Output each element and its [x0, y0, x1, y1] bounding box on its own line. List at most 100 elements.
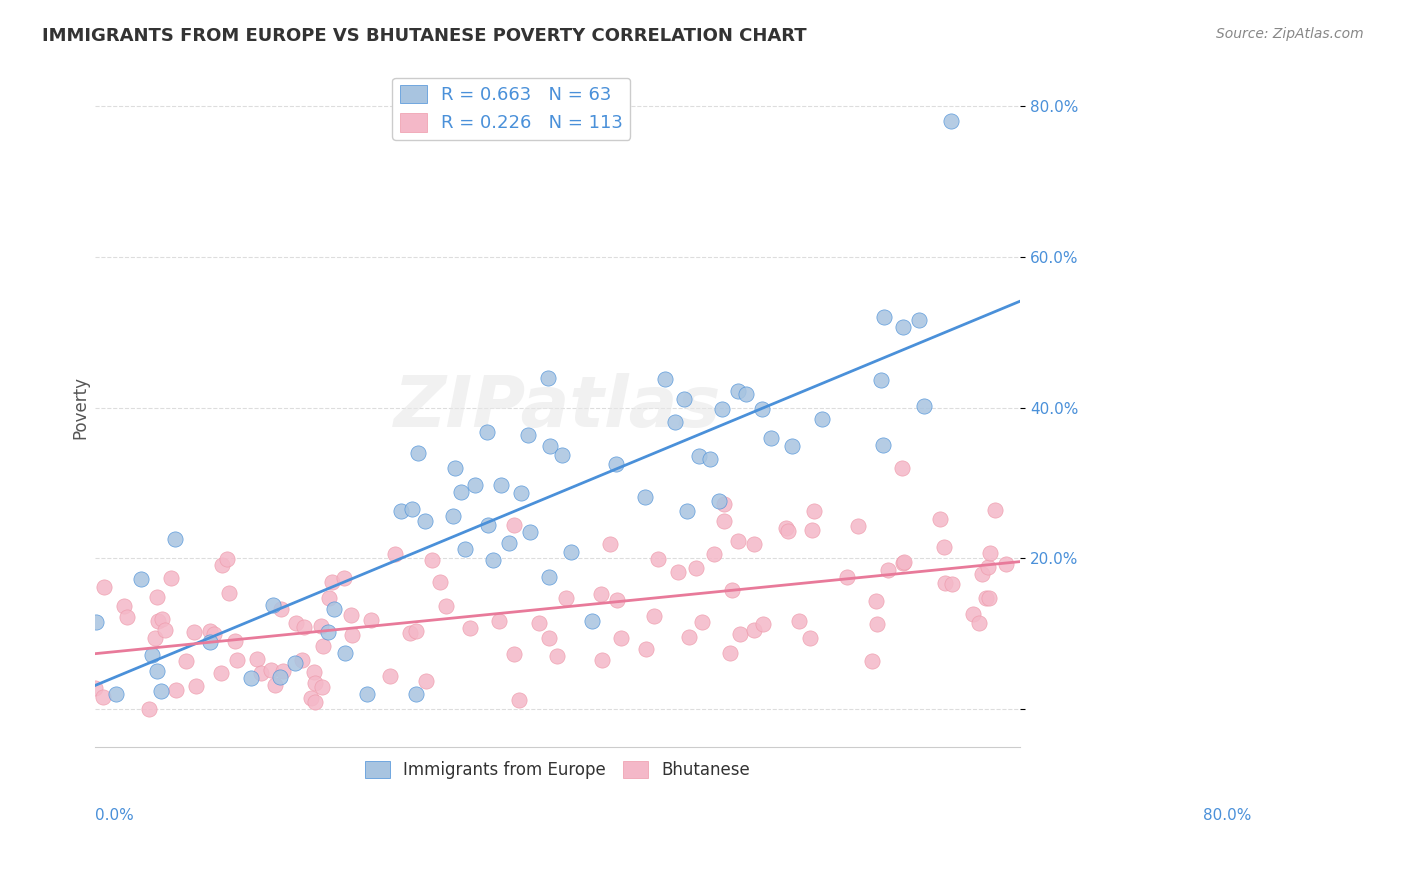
- Point: [707, 493, 730, 508]
- Point: [977, 560, 1000, 574]
- Point: [150, 684, 173, 698]
- Point: [503, 517, 526, 532]
- Point: [146, 614, 169, 628]
- Point: [751, 401, 773, 416]
- Point: [778, 524, 800, 539]
- Point: [721, 583, 744, 598]
- Point: [146, 590, 169, 604]
- Point: [891, 460, 914, 475]
- Point: [441, 508, 464, 523]
- Point: [775, 521, 797, 535]
- Point: [984, 503, 1007, 517]
- Point: [761, 431, 783, 445]
- Point: [105, 687, 128, 701]
- Point: [150, 612, 173, 626]
- Point: [846, 519, 869, 533]
- Point: [690, 615, 713, 630]
- Point: [309, 619, 332, 633]
- Text: ZIPatlas: ZIPatlas: [394, 373, 721, 442]
- Point: [389, 504, 412, 518]
- Point: [939, 114, 962, 128]
- Point: [477, 517, 499, 532]
- Point: [555, 591, 578, 605]
- Point: [728, 627, 751, 641]
- Point: [174, 654, 197, 668]
- Point: [866, 616, 889, 631]
- Point: [183, 624, 205, 639]
- Point: [634, 642, 657, 657]
- Point: [711, 402, 734, 417]
- Point: [83, 681, 105, 695]
- Point: [398, 626, 420, 640]
- Point: [340, 628, 363, 642]
- Point: [434, 599, 457, 613]
- Point: [872, 438, 894, 452]
- Point: [605, 457, 627, 471]
- Point: [967, 616, 990, 631]
- Point: [742, 536, 765, 550]
- Point: [589, 587, 612, 601]
- Point: [316, 625, 339, 640]
- Point: [870, 373, 893, 387]
- Point: [202, 627, 225, 641]
- Point: [312, 639, 335, 653]
- Point: [129, 573, 152, 587]
- Text: Source: ZipAtlas.com: Source: ZipAtlas.com: [1216, 27, 1364, 41]
- Point: [503, 647, 526, 661]
- Point: [163, 533, 186, 547]
- Point: [546, 648, 568, 663]
- Point: [262, 598, 284, 612]
- Point: [413, 514, 436, 528]
- Point: [143, 632, 166, 646]
- Point: [538, 438, 561, 452]
- Point: [250, 665, 273, 680]
- Point: [488, 615, 510, 629]
- Point: [666, 566, 689, 580]
- Point: [159, 571, 181, 585]
- Point: [591, 653, 613, 667]
- Point: [246, 652, 269, 666]
- Point: [209, 666, 232, 681]
- Point: [198, 624, 221, 638]
- Point: [713, 497, 735, 511]
- Point: [138, 702, 160, 716]
- Point: [860, 654, 883, 668]
- Point: [727, 384, 749, 398]
- Point: [908, 312, 931, 326]
- Legend: Immigrants from Europe, Bhutanese: Immigrants from Europe, Bhutanese: [359, 755, 756, 786]
- Point: [688, 450, 710, 464]
- Point: [519, 524, 541, 539]
- Point: [285, 616, 308, 631]
- Point: [311, 680, 333, 694]
- Point: [224, 633, 246, 648]
- Point: [260, 663, 283, 677]
- Point: [450, 484, 472, 499]
- Point: [877, 563, 900, 577]
- Point: [284, 656, 307, 670]
- Text: IMMIGRANTS FROM EUROPE VS BHUTANESE POVERTY CORRELATION CHART: IMMIGRANTS FROM EUROPE VS BHUTANESE POVE…: [42, 27, 807, 45]
- Point: [401, 502, 423, 516]
- Point: [304, 676, 326, 690]
- Point: [464, 477, 486, 491]
- Point: [509, 485, 531, 500]
- Point: [742, 623, 765, 637]
- Point: [912, 400, 935, 414]
- Point: [291, 653, 314, 667]
- Point: [610, 632, 633, 646]
- Point: [932, 541, 955, 555]
- Text: 0.0%: 0.0%: [94, 807, 134, 822]
- Point: [780, 439, 803, 453]
- Point: [91, 690, 114, 704]
- Point: [429, 574, 451, 589]
- Point: [678, 630, 700, 644]
- Point: [713, 514, 735, 528]
- Point: [318, 591, 340, 605]
- Point: [304, 695, 326, 709]
- Point: [803, 504, 825, 518]
- Point: [270, 601, 292, 615]
- Point: [634, 490, 657, 504]
- Point: [685, 561, 707, 575]
- Point: [941, 577, 963, 591]
- Point: [972, 566, 994, 581]
- Point: [321, 575, 343, 590]
